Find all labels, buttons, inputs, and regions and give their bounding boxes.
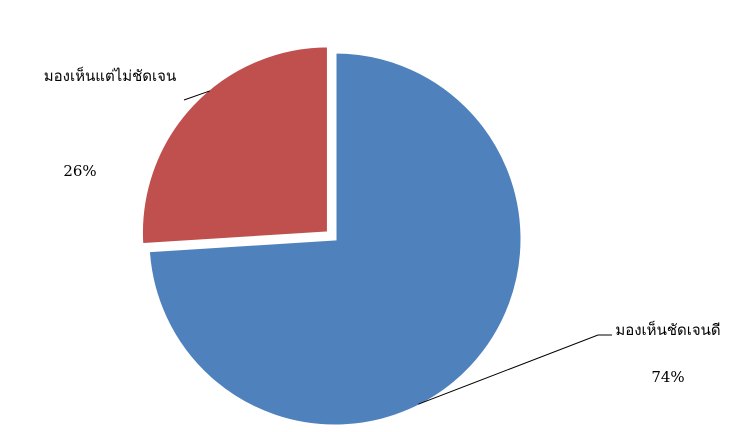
pie-slice <box>146 50 524 428</box>
leader-line <box>183 90 210 101</box>
value-label: 74% <box>651 368 685 386</box>
slice-label: มองเห็นแต่ไม่ชัดเจน <box>43 67 177 85</box>
value-label: 26% <box>63 162 97 180</box>
slice-label: มองเห็นชัดเจนดี <box>615 321 721 339</box>
pie-slice <box>139 44 330 247</box>
leader-line <box>418 334 612 405</box>
